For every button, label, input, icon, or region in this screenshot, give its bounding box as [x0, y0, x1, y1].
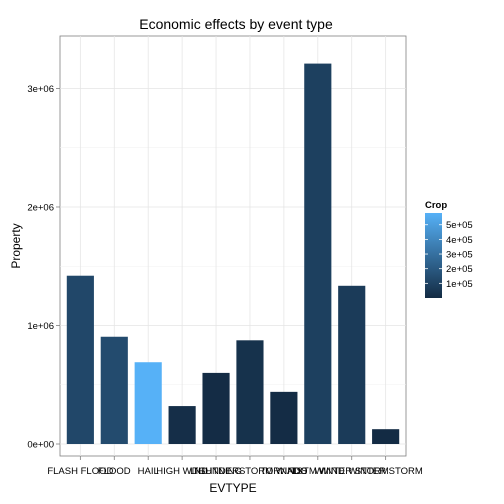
- x-tick-label: HIGH WIND: [156, 466, 208, 477]
- legend-tick-label: 2e+05: [446, 264, 473, 275]
- legend: Crop 1e+05 2e+05 3e+05 4e+05 5e+05: [425, 200, 473, 298]
- x-tick-label: HAIL: [138, 466, 159, 477]
- bar: [304, 63, 332, 445]
- x-tick-label: THUNDERSTORM WINDS: [193, 466, 308, 477]
- legend-tick-label: 4e+05: [446, 235, 473, 246]
- bar: [202, 372, 230, 444]
- bar: [100, 336, 128, 444]
- y-axis-title: Property: [9, 223, 23, 268]
- legend-tick-label: 1e+05: [446, 279, 473, 290]
- y-tick-label: 0e+00: [27, 440, 54, 451]
- x-tick-label: WINTER STORM: [349, 466, 423, 477]
- y-axis-ticks: 0e+00 1e+06 2e+06 3e+06: [27, 84, 60, 451]
- legend-tick-label: 3e+05: [446, 250, 473, 261]
- y-tick-label: 3e+06: [27, 84, 54, 95]
- y-tick-label: 1e+06: [27, 321, 54, 332]
- bars: [66, 63, 400, 445]
- legend-ticks: 1e+05 2e+05 3e+05 4e+05 5e+05: [425, 220, 473, 290]
- x-tick-label: LIGHTNING: [190, 466, 242, 477]
- y-tick-label: 2e+06: [27, 202, 54, 213]
- bar: [168, 406, 196, 444]
- legend-colorbar: [425, 213, 442, 298]
- x-axis-title: EVTYPE: [209, 481, 256, 495]
- x-tick-label: FLOOD: [98, 466, 131, 477]
- legend-tick-label: 5e+05: [446, 220, 473, 231]
- bar: [66, 275, 94, 444]
- x-tick-label: TORNADO: [260, 466, 307, 477]
- chart-title: Economic effects by event type: [139, 16, 333, 32]
- x-tick-label: FLASH FLOOD: [47, 466, 113, 477]
- x-tick-label: WINTER STORM: [315, 466, 389, 477]
- x-tick-label: TSTM WIND: [291, 466, 345, 477]
- legend-title: Crop: [425, 200, 447, 211]
- bar: [372, 429, 400, 444]
- bar: [236, 340, 264, 444]
- bar: [270, 391, 298, 444]
- bar: [338, 285, 366, 444]
- bar: [134, 362, 162, 444]
